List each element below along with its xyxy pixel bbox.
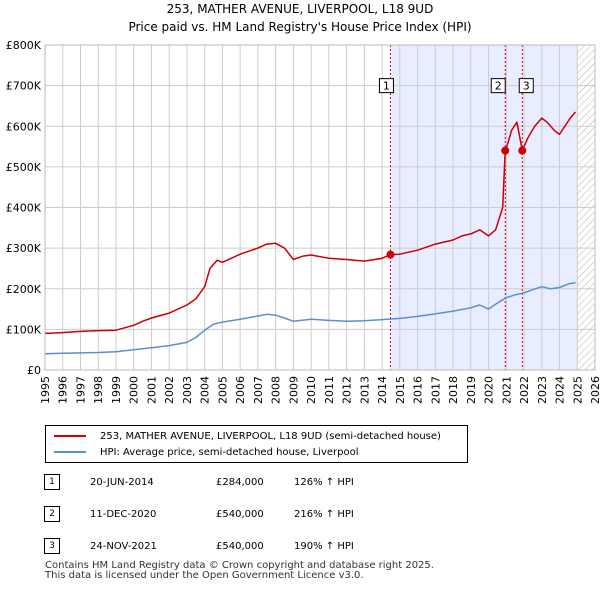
y-tick-label: £400K: [6, 202, 42, 215]
x-tick-label: 2018: [447, 376, 460, 404]
legend-swatch-property: [54, 435, 86, 437]
x-tick-label: 2012: [341, 376, 354, 404]
x-tick-label: 2007: [252, 376, 265, 404]
sale-label-box: [490, 78, 506, 94]
y-tick-label: £700K: [6, 80, 42, 93]
transaction-number-badge: 3: [44, 538, 60, 554]
x-tick-label: 1996: [57, 376, 70, 404]
x-tick-label: 2023: [536, 376, 549, 404]
x-tick-label: 2025: [571, 376, 584, 404]
legend-label-property: 253, MATHER AVENUE, LIVERPOOL, L18 9UD (…: [100, 430, 441, 442]
x-tick-label: 2026: [589, 376, 600, 404]
property-price-line: [45, 111, 577, 335]
transaction-date: 11-DEC-2020: [90, 508, 157, 520]
y-tick-label: £200K: [6, 283, 42, 296]
transaction-hpi: 216% ↑ HPI: [294, 508, 354, 520]
hpi-line: [45, 281, 576, 355]
chart-legend: 253, MATHER AVENUE, LIVERPOOL, L18 9UD (…: [45, 425, 468, 463]
x-tick-label: 1998: [92, 376, 105, 404]
x-tick-label: 2016: [412, 376, 425, 404]
x-tick-label: 2001: [145, 376, 158, 404]
sale-point: [386, 250, 395, 259]
transaction-price: £284,000: [216, 476, 264, 488]
x-tick-label: 2011: [323, 376, 336, 404]
x-tick-label: 2015: [394, 376, 407, 404]
sale-label-box: [518, 78, 534, 94]
transaction-hpi: 190% ↑ HPI: [294, 540, 354, 552]
legend-label-hpi: HPI: Average price, semi-detached house,…: [100, 446, 359, 458]
x-tick-label: 2020: [483, 376, 496, 404]
legend-item-property: 253, MATHER AVENUE, LIVERPOOL, L18 9UD (…: [54, 428, 441, 444]
x-tick-label: 2008: [270, 376, 283, 404]
x-tick-label: 2013: [358, 376, 371, 404]
x-tick-label: 2002: [163, 376, 176, 404]
transaction-number-badge: 1: [44, 474, 60, 490]
y-tick-label: £300K: [6, 242, 42, 255]
transaction-date: 20-JUN-2014: [90, 476, 154, 488]
y-tick-label: £500K: [6, 161, 42, 174]
transaction-price: £540,000: [216, 508, 264, 520]
sale-point: [518, 146, 527, 155]
x-tick-label: 2005: [216, 376, 229, 404]
x-tick-label: 2004: [199, 376, 212, 404]
x-tick-label: 2003: [181, 376, 194, 404]
sale-label-number: 2: [495, 80, 502, 93]
sale-point: [501, 146, 510, 155]
transaction-price: £540,000: [216, 540, 264, 552]
chart-subtitle: Price paid vs. HM Land Registry's House …: [128, 20, 472, 34]
transaction-number-badge: 2: [44, 506, 60, 522]
x-tick-label: 2021: [500, 376, 513, 404]
x-tick-label: 2019: [465, 376, 478, 404]
transaction-hpi: 126% ↑ HPI: [294, 476, 354, 488]
footer-copyright: Contains HM Land Registry data © Crown c…: [45, 560, 434, 571]
x-tick-label: 1999: [110, 376, 123, 404]
footer-license: This data is licensed under the Open Gov…: [45, 570, 364, 581]
x-tick-label: 2000: [128, 376, 141, 404]
y-tick-label: £100K: [6, 323, 42, 336]
transaction-date: 24-NOV-2021: [90, 540, 157, 552]
x-tick-label: 2014: [376, 376, 389, 404]
legend-item-hpi: HPI: Average price, semi-detached house,…: [54, 444, 359, 460]
x-tick-label: 1995: [39, 376, 52, 404]
y-tick-label: £800K: [6, 39, 42, 52]
price-chart: £0 £100K £200K £300K £400K £500K £600K £700K £80…: [6, 39, 600, 404]
chart-title: 253, MATHER AVENUE, LIVERPOOL, L18 9UD: [166, 2, 434, 16]
x-tick-label: 2022: [518, 376, 531, 404]
plot-frame: [44, 44, 596, 371]
x-tick-label: 2010: [305, 376, 318, 404]
sale-label-number: 3: [523, 80, 530, 93]
x-tick-label: 2017: [429, 376, 442, 404]
x-tick-label: 2006: [234, 376, 247, 404]
sale-label-box: [378, 78, 394, 94]
footer-attribution: Contains HM Land Registry data © Crown c…: [45, 561, 434, 581]
x-tick-label: 2009: [287, 376, 300, 404]
x-tick-label: 2024: [554, 376, 567, 404]
x-tick-label: 1997: [74, 376, 87, 404]
y-tick-label: £600K: [6, 120, 42, 133]
legend-swatch-hpi: [54, 451, 86, 453]
sale-label-number: 1: [383, 80, 390, 93]
y-tick-label: £0: [27, 364, 41, 377]
